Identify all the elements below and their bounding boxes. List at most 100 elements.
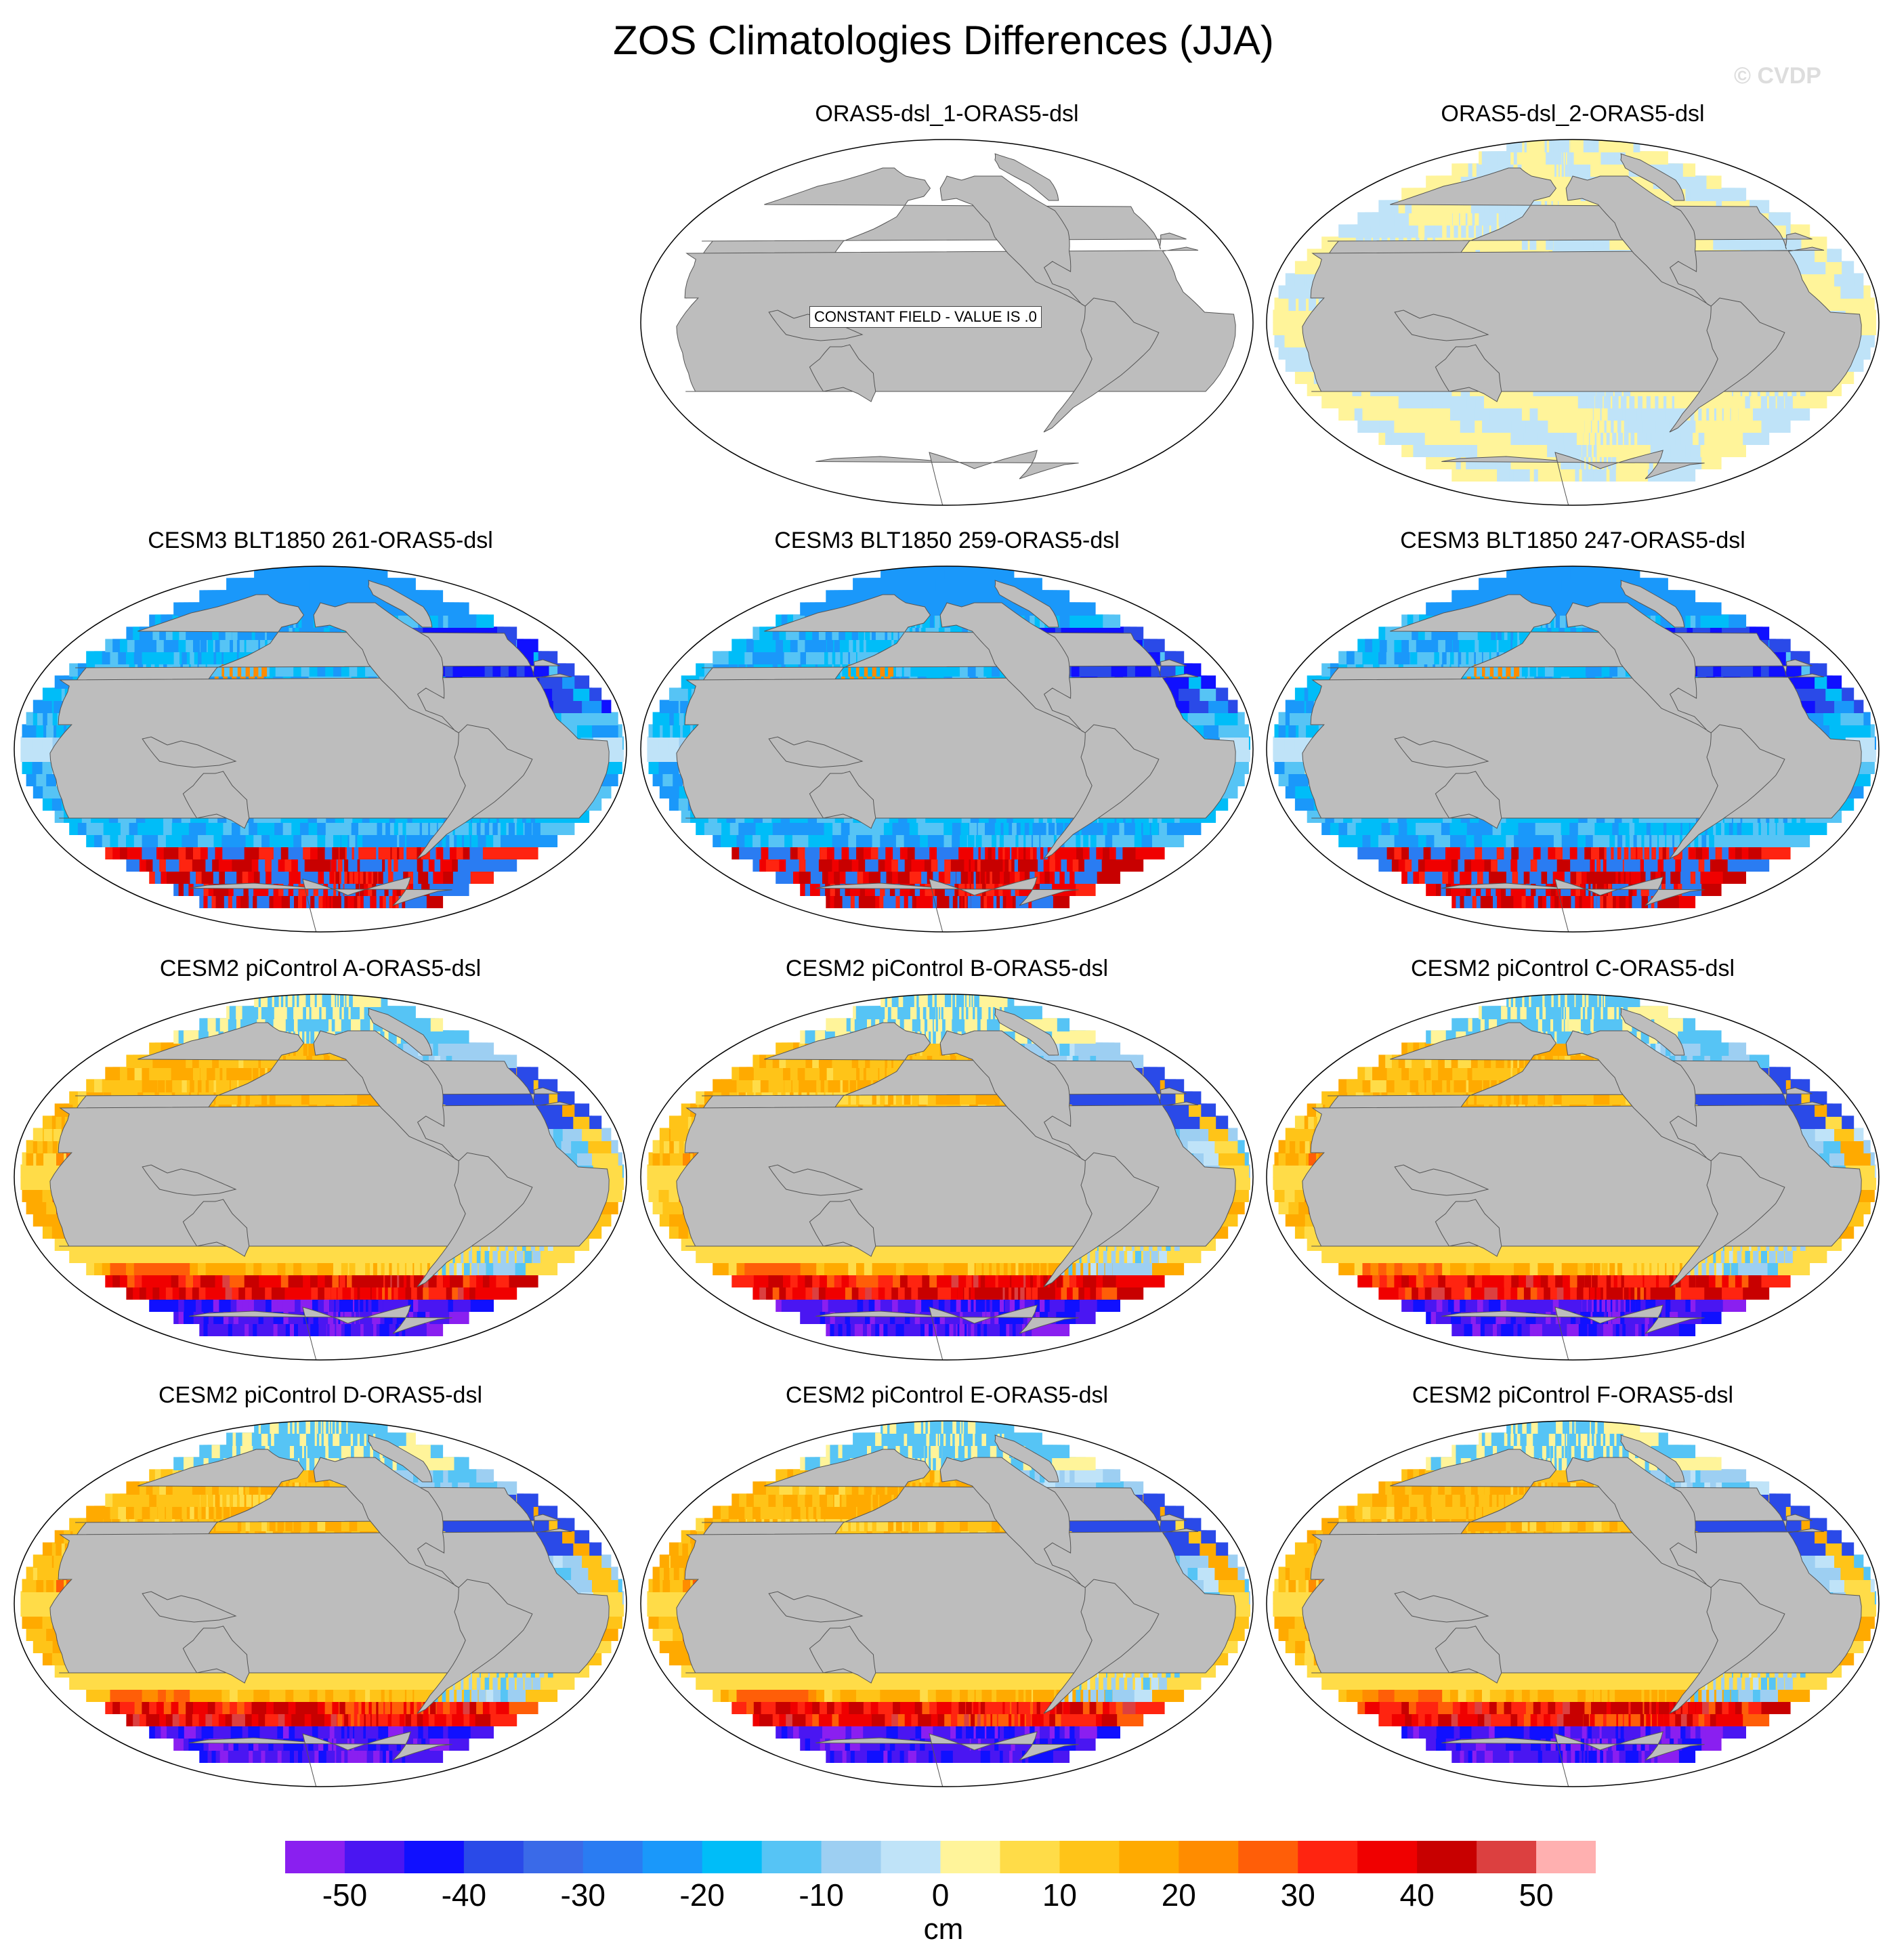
colorbar-swatch	[881, 1841, 941, 1873]
land-antarctica	[1441, 876, 1705, 932]
panel-title: CESM2 piControl D-ORAS5-dsl	[158, 1382, 483, 1408]
land-antarctica	[815, 1304, 1079, 1360]
land-antarctica	[815, 1731, 1079, 1787]
map-8	[1266, 994, 1880, 1361]
land-greenland	[1620, 1434, 1685, 1483]
land-africa	[49, 1101, 610, 1247]
land-samerica	[1043, 724, 1160, 859]
map-border	[640, 994, 1254, 1361]
land-namerica	[313, 602, 459, 733]
colorbar-swatch	[821, 1841, 882, 1873]
colorbar-tick-label: -10	[799, 1877, 844, 1913]
land-australia	[182, 771, 250, 829]
land-samerica	[1669, 1579, 1785, 1714]
colorbar-swatch	[1119, 1841, 1179, 1873]
land-antarctica	[1441, 450, 1705, 505]
colorbar-tick-label: -40	[441, 1877, 487, 1913]
colorbar-swatch	[1357, 1841, 1418, 1873]
colorbar-tick-label: 20	[1161, 1877, 1196, 1913]
colorbar-swatch	[1417, 1841, 1477, 1873]
land-australia	[1435, 344, 1502, 402]
map-border	[14, 1420, 627, 1787]
land-samerica	[1669, 297, 1785, 433]
map-9	[14, 1420, 627, 1787]
map-field	[14, 994, 627, 1360]
land-namerica	[939, 1457, 1086, 1588]
colorbar-swatch	[761, 1841, 822, 1873]
colorbar-swatch	[1000, 1841, 1060, 1873]
colorbar-tick-label: 10	[1042, 1877, 1077, 1913]
map-border	[14, 566, 627, 933]
land-indonesia	[768, 736, 864, 768]
land-africa	[676, 673, 1236, 819]
land-africa	[49, 1528, 610, 1674]
map-border	[1266, 139, 1880, 506]
land-antarctica	[189, 1304, 452, 1360]
panel-title: CESM2 piControl E-ORAS5-dsl	[785, 1382, 1109, 1408]
land-namerica	[313, 1030, 459, 1162]
colorbar-swatch	[642, 1841, 703, 1873]
map-2	[1266, 139, 1880, 506]
map-border	[640, 566, 1254, 933]
land-indonesia	[768, 1591, 864, 1623]
land-australia	[809, 1199, 876, 1257]
map-field	[1267, 566, 1879, 932]
land-antarctica	[1441, 1731, 1705, 1787]
colorbar-swatch	[1059, 1841, 1120, 1873]
panel-title: CESM2 piControl F-ORAS5-dsl	[1412, 1382, 1734, 1408]
colorbar-swatch	[1298, 1841, 1358, 1873]
land-greenland	[1620, 153, 1685, 201]
panel-title: ORAS5-dsl_2-ORAS5-dsl	[1441, 101, 1705, 127]
colorbar-swatch	[285, 1841, 345, 1873]
land-australia	[182, 1199, 250, 1257]
colorbar-swatch	[582, 1841, 643, 1873]
colorbar-tick-label: 30	[1280, 1877, 1315, 1913]
land-antarctica	[815, 876, 1079, 932]
colorbar-tick-label: 50	[1519, 1877, 1554, 1913]
land-australia	[809, 344, 876, 402]
land-australia	[1435, 1199, 1502, 1257]
colorbar-swatch	[1238, 1841, 1298, 1873]
land-namerica	[1565, 602, 1712, 733]
map-4	[640, 566, 1254, 933]
land-namerica	[1565, 1457, 1712, 1588]
land-africa	[1302, 673, 1862, 819]
land-antarctica	[189, 876, 452, 932]
land-antarctica	[1441, 1304, 1705, 1360]
land-indonesia	[1394, 1591, 1489, 1623]
land-greenland	[1620, 1008, 1685, 1056]
colorbar-swatch	[940, 1841, 1000, 1873]
land-antarctica	[815, 450, 1079, 505]
land-africa	[1302, 1528, 1862, 1674]
colorbar-swatch	[1179, 1841, 1239, 1873]
land-samerica	[417, 1152, 533, 1287]
panel-title: CESM3 BLT1850 259-ORAS5-dsl	[774, 528, 1120, 553]
map-border	[1266, 1420, 1880, 1787]
map-field	[1267, 1421, 1879, 1787]
constant-field-label: CONSTANT FIELD - VALUE IS .0	[809, 306, 1042, 328]
map-border	[640, 1420, 1254, 1787]
land-indonesia	[768, 1164, 864, 1196]
land-greenland	[1620, 580, 1685, 628]
colorbar-swatch	[523, 1841, 584, 1873]
land-greenland	[368, 1008, 433, 1056]
map-border	[14, 994, 627, 1361]
watermark: © CVDP	[1734, 63, 1821, 89]
map-border	[1266, 566, 1880, 933]
panel-title: CESM2 piControl A-ORAS5-dsl	[159, 956, 482, 981]
land-namerica	[939, 1030, 1086, 1162]
land-africa	[676, 1101, 1236, 1247]
land-greenland	[994, 1008, 1059, 1056]
map-field	[1267, 994, 1879, 1360]
colorbar-swatch	[1477, 1841, 1537, 1873]
land-samerica	[1043, 297, 1160, 433]
map-field	[641, 566, 1253, 932]
colorbar	[285, 1841, 1596, 1873]
land-namerica	[1565, 1030, 1712, 1162]
land-africa	[1302, 1101, 1862, 1247]
land-antarctica	[189, 1731, 452, 1787]
map-field	[641, 994, 1253, 1360]
land-greenland	[368, 1434, 433, 1483]
land-greenland	[368, 580, 433, 628]
colorbar-unit-label: cm	[923, 1913, 964, 1946]
